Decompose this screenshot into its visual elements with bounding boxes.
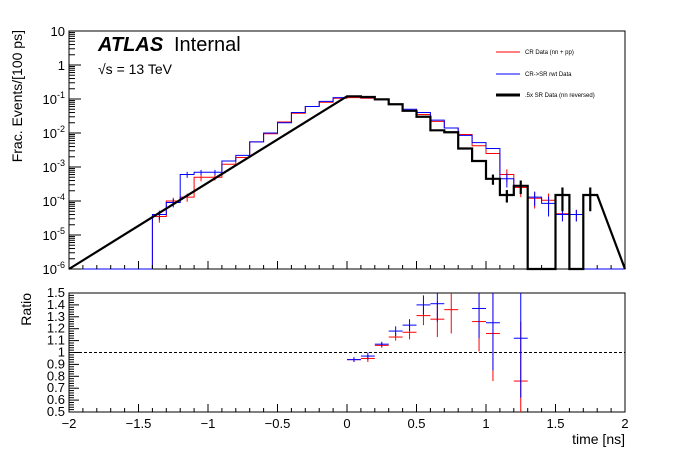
legend: CR Data (nn + pp) CR->SR rwt Data .5x SR…	[496, 50, 595, 99]
top-x-ticks	[68, 261, 626, 269]
internal-label: Internal	[174, 34, 241, 56]
legend-label-sr: .5x SR Data (nn reversed)	[525, 93, 595, 99]
ratio-x-tick-label: 0	[343, 416, 350, 431]
top-y-axis-title: Frac. Events/[100 ps]	[9, 30, 25, 162]
x-axis-title: time [ns]	[572, 431, 625, 447]
top-y-tick-label: 1	[58, 58, 65, 73]
ratio-y-tick-label: 1.4	[47, 297, 65, 312]
ratio-panel: 0.50.60.70.80.911.11.21.31.41.5 −2 −1.5 −1…	[18, 285, 629, 447]
ratio-y-tick-label: 1.1	[47, 333, 65, 348]
atlas-label: ATLAS	[97, 34, 164, 56]
ratio-y-tick-label: 0.6	[47, 392, 65, 407]
ratio-y-tick-label: 1.5	[47, 285, 65, 300]
ratio-x-tick-label: −2	[62, 416, 77, 431]
top-histograms	[68, 95, 627, 271]
ratio-y-tick-label: 0.5	[47, 404, 65, 419]
ratio-x-tick-label: 1.5	[546, 416, 564, 431]
ratio-y-tick-label: 0.7	[47, 380, 65, 395]
ratio-x-tick-label: 1	[482, 416, 489, 431]
ratio-x-tick-label: 0.5	[407, 416, 425, 431]
ratio-x-tick-label: −0.5	[265, 416, 291, 431]
ratio-y-tick-label: 1.2	[47, 321, 65, 336]
ratio-x-tick-label: −1	[201, 416, 216, 431]
ratio-x-tick-label: −1.5	[126, 416, 152, 431]
top-y-tick-label: 10	[51, 24, 65, 39]
ratio-y-tick-label: 0.8	[47, 368, 65, 383]
ratio-y-tick-label: 1.3	[47, 309, 65, 324]
legend-label-rwt: CR->SR rwt Data	[525, 72, 572, 78]
ratio-y-axis: 0.50.60.70.80.911.11.21.31.41.5	[47, 285, 79, 419]
hist-series-black	[68, 95, 627, 271]
ratio-y-axis-title: Ratio	[18, 293, 34, 326]
ratio-x-tick-label: 2	[621, 416, 628, 431]
ratio-y-tick-label: 1	[58, 345, 65, 360]
energy-label: √s = 13 TeV	[98, 61, 173, 77]
ratio-points	[347, 293, 528, 412]
ratio-x-axis: −2 −1.5 −1 −0.5 0 0.5 1 1.5 2	[62, 404, 629, 431]
legend-label-cr: CR Data (nn + pp)	[525, 50, 574, 56]
ratio-y-tick-label: 0.9	[47, 356, 65, 371]
